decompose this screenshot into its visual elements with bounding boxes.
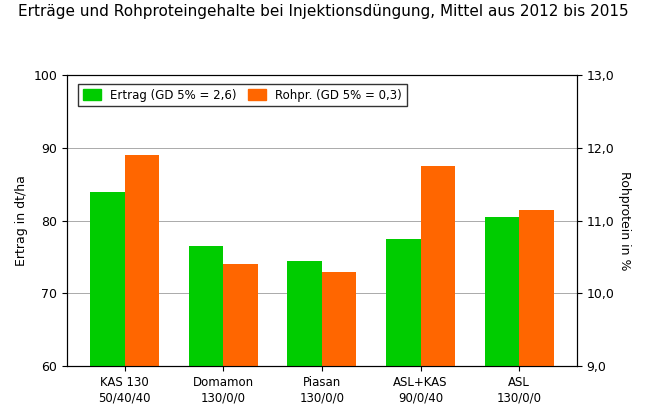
Bar	[90, 191, 125, 419]
Bar	[386, 239, 421, 419]
Y-axis label: Ertrag in dt/ha: Ertrag in dt/ha	[15, 175, 28, 266]
Bar	[125, 155, 160, 419]
Bar	[421, 166, 455, 419]
Text: Erträge und Rohproteingehalte bei Injektionsdüngung, Mittel aus 2012 bis 2015: Erträge und Rohproteingehalte bei Injekt…	[17, 4, 629, 19]
Bar	[519, 210, 554, 419]
Bar	[287, 261, 322, 419]
Bar	[224, 264, 258, 419]
Y-axis label: Rohprotein in %: Rohprotein in %	[618, 171, 631, 270]
Bar	[322, 272, 357, 419]
Bar	[484, 217, 519, 419]
Legend: Ertrag (GD 5% = 2,6), Rohpr. (GD 5% = 0,3): Ertrag (GD 5% = 2,6), Rohpr. (GD 5% = 0,…	[78, 84, 407, 106]
Bar	[189, 246, 224, 419]
